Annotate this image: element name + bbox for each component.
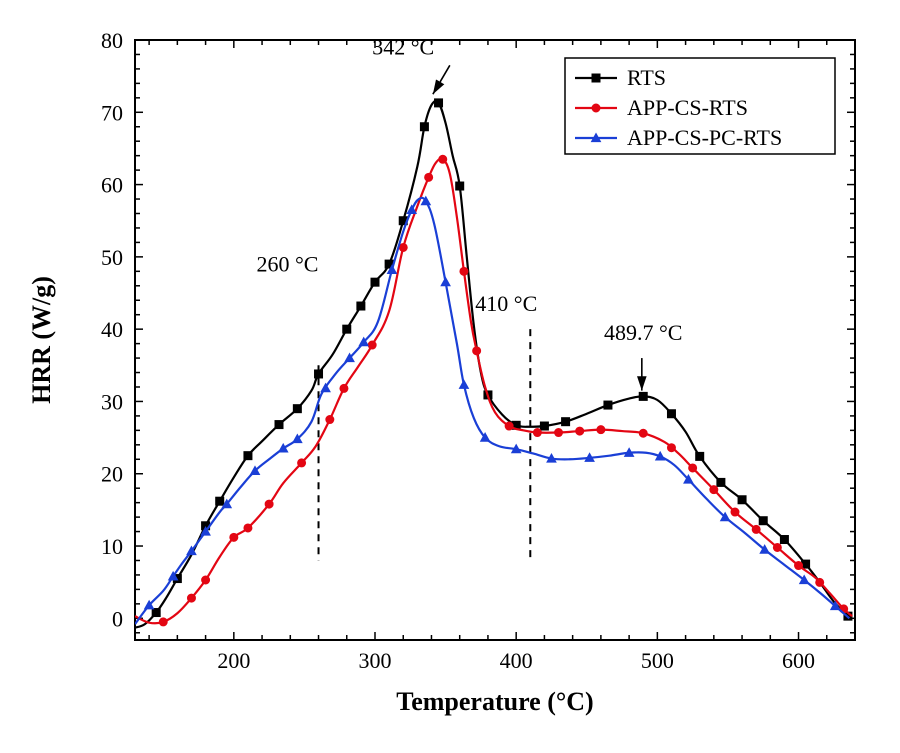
y-axis-label: HRR (W/g) — [27, 276, 56, 404]
y-tick-label: 0 — [112, 606, 123, 631]
series-marker-rts — [696, 452, 704, 460]
series-marker-rts — [343, 325, 351, 333]
series-marker-rts — [759, 517, 767, 525]
series-marker-rts — [540, 422, 548, 430]
x-tick-label: 600 — [782, 648, 815, 673]
annotation-label: 260 °C — [256, 251, 318, 276]
series-marker-app_cs_rts — [752, 525, 760, 533]
series-marker-rts — [738, 496, 746, 504]
series-marker-rts — [562, 418, 570, 426]
series-marker-app_cs_rts — [689, 464, 697, 472]
series-marker-rts — [435, 99, 443, 107]
y-tick-label: 30 — [101, 389, 123, 414]
series-marker-rts — [371, 278, 379, 286]
series-marker-app_cs_rts — [368, 341, 376, 349]
series-marker-app_cs_rts — [816, 578, 824, 586]
y-tick-label: 80 — [101, 28, 123, 53]
x-tick-label: 500 — [641, 648, 674, 673]
y-tick-label: 50 — [101, 245, 123, 270]
legend-label: RTS — [627, 65, 666, 90]
series-marker-rts — [604, 401, 612, 409]
x-tick-label: 200 — [217, 648, 250, 673]
series-marker-app_cs_rts — [399, 243, 407, 251]
series-marker-app_cs_rts — [202, 576, 210, 584]
series-marker-rts — [244, 452, 252, 460]
series-marker-rts — [780, 536, 788, 544]
series-marker-app_cs_rts — [731, 508, 739, 516]
series-marker-app_cs_rts — [473, 347, 481, 355]
series-marker-rts — [275, 421, 283, 429]
series-marker-app_cs_rts — [340, 384, 348, 392]
series-marker-app_cs_rts — [597, 426, 605, 434]
series-marker-app_cs_rts — [576, 427, 584, 435]
series-marker-rts — [216, 497, 224, 505]
series-marker-app_cs_rts — [460, 267, 468, 275]
series-marker-rts — [293, 405, 301, 413]
series-marker-app_cs_rts — [244, 524, 252, 532]
series-marker-rts — [667, 410, 675, 418]
legend-marker — [592, 104, 600, 112]
hrr-line-chart: 200 300 400 500 600 0 10 20 30 40 50 60 70 80 Temperat… — [0, 0, 900, 753]
series-marker-app_cs_rts — [265, 500, 273, 508]
annotation-label: 489.7 °C — [604, 320, 682, 345]
x-axis-label: Temperature (°C) — [396, 687, 593, 716]
series-marker-app_cs_rts — [159, 618, 167, 626]
series-marker-app_cs_rts — [187, 594, 195, 602]
series-marker-app_cs_rts — [505, 422, 513, 430]
y-tick-label: 70 — [101, 100, 123, 125]
series-marker-app_cs_rts — [439, 155, 447, 163]
annotation-label: 342 °C — [372, 34, 434, 59]
y-tick-label: 40 — [101, 317, 123, 342]
series-marker-app_cs_rts — [667, 444, 675, 452]
annotation-label: 410 °C — [475, 291, 537, 316]
series-marker-app_cs_rts — [326, 416, 334, 424]
series-marker-rts — [152, 609, 160, 617]
y-tick-label: 60 — [101, 173, 123, 198]
y-tick-label: 10 — [101, 534, 123, 559]
series-marker-app_cs_rts — [298, 459, 306, 467]
series-marker-app_cs_rts — [555, 429, 563, 437]
legend-marker — [592, 74, 600, 82]
y-tick-label: 20 — [101, 462, 123, 487]
series-marker-app_cs_rts — [773, 543, 781, 551]
series-marker-app_cs_rts — [639, 429, 647, 437]
series-marker-rts — [420, 123, 428, 131]
x-tick-label: 400 — [500, 648, 533, 673]
series-marker-app_cs_rts — [710, 486, 718, 494]
series-marker-app_cs_rts — [425, 173, 433, 181]
legend-label: APP-CS-PC-RTS — [627, 125, 782, 150]
x-tick-label: 300 — [359, 648, 392, 673]
series-marker-app_cs_rts — [533, 429, 541, 437]
series-marker-app_cs_rts — [795, 562, 803, 570]
series-marker-app_cs_rts — [230, 533, 238, 541]
series-marker-rts — [357, 302, 365, 310]
series-marker-rts — [717, 478, 725, 486]
series-marker-rts — [639, 392, 647, 400]
series-marker-rts — [456, 182, 464, 190]
legend-label: APP-CS-RTS — [627, 95, 748, 120]
series-marker-rts — [315, 370, 323, 378]
